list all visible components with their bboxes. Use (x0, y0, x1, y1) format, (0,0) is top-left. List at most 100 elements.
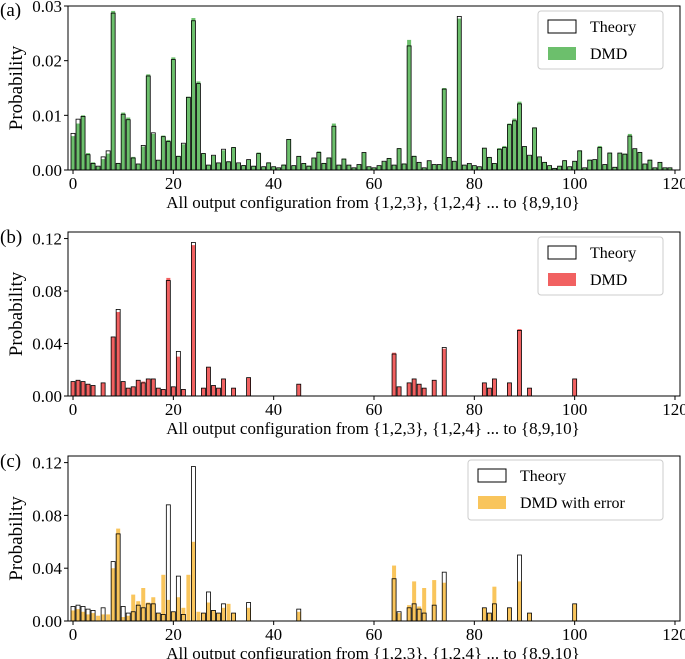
bar-15-filled (146, 602, 151, 621)
bar-83-filled (487, 388, 492, 396)
bar-82-filled (482, 382, 487, 396)
legend-label: DMD (590, 46, 627, 63)
bar-24-filled (191, 245, 196, 396)
bars-group (70, 466, 578, 622)
bar-6-filled (101, 614, 106, 621)
y-tick-label: 0.04 (32, 335, 62, 354)
bar-87-filled (507, 607, 512, 621)
bar-16-filled (151, 597, 156, 621)
x-axis-label: All output configuration from {1,2,3}, {… (166, 644, 579, 659)
bar-42-filled (281, 164, 286, 170)
legend-box (467, 459, 664, 521)
bar-84-filled (492, 378, 497, 396)
bar-79-filled (467, 163, 472, 170)
bar-91-filled (527, 155, 532, 170)
legend-swatch-theory (477, 468, 507, 483)
legend-label: DMD with error (520, 495, 626, 512)
chart-panel-b: 0 20 40 60 80 100 120 0.00 0.04 0.08 0.12 All outpu… (0, 227, 685, 438)
legend-label: Theory (520, 468, 566, 485)
bar-2-filled (81, 381, 86, 396)
bars-group (70, 242, 578, 397)
bar-16-filled (151, 133, 156, 170)
bar-67-filled (407, 605, 412, 621)
x-tick-label: 0 (69, 625, 78, 644)
bar-13-filled (136, 380, 141, 396)
bar-2-filled (81, 115, 86, 170)
bar-3-filled (86, 614, 91, 621)
bar-38-filled (261, 166, 266, 170)
bar-31-filled (226, 603, 231, 621)
bar-68-filled (412, 581, 417, 621)
bar-65-filled (397, 613, 402, 621)
bar-7-filled (106, 153, 111, 170)
x-tick-label: 20 (165, 625, 182, 644)
bar-35-filled (246, 159, 251, 170)
bar-35-filled (246, 377, 251, 396)
bar-52-filled (331, 123, 336, 170)
bar-74-filled (442, 348, 447, 396)
bar-15-filled (146, 378, 151, 396)
bar-72-filled (432, 580, 437, 621)
y-tick-label: 0.00 (32, 161, 62, 180)
bar-70-filled (422, 588, 427, 621)
bar-2-filled (81, 611, 86, 621)
bar-11-filled (126, 615, 131, 621)
bar-28-filled (211, 385, 216, 396)
x-tick-label: 80 (466, 625, 483, 644)
bar-19-filled (166, 599, 171, 621)
bar-47-filled (306, 165, 311, 170)
bar-1-filled (76, 609, 81, 621)
bar-56-filled (351, 167, 356, 170)
bar-111-filled (627, 133, 632, 170)
y-tick-label: 0.04 (32, 559, 62, 578)
x-tick-label: 80 (466, 400, 483, 419)
bar-72-filled (432, 380, 437, 396)
bar-98-filled (562, 160, 567, 170)
bar-0-filled (71, 381, 76, 396)
bar-21-filled (176, 597, 181, 621)
bar-103-filled (587, 159, 592, 170)
panel-letter: (c) (0, 451, 21, 472)
bar-54-filled (341, 158, 346, 170)
y-tick-label: 0.02 (32, 52, 62, 71)
bar-77-filled (457, 18, 462, 170)
bar-59-filled (366, 166, 371, 170)
bar-27-filled (206, 602, 211, 621)
bar-17-filled (156, 160, 161, 170)
bar-108-filled (612, 167, 617, 170)
bar-27-filled (206, 165, 211, 170)
bar-22-filled (181, 144, 186, 170)
bar-32-filled (231, 613, 236, 621)
bar-80-filled (472, 165, 477, 170)
bar-67-filled (407, 39, 412, 170)
x-axis-label: All output configuration from {1,2,3}, {… (166, 419, 579, 438)
x-tick-label: 40 (265, 625, 282, 644)
bar-6-filled (101, 382, 106, 396)
bar-14-filled (141, 588, 146, 621)
x-axis-label: All output configuration from {1,2,3}, {… (166, 193, 579, 212)
x-tick-label: 60 (366, 174, 383, 193)
bar-109-filled (617, 153, 622, 170)
bar-60-filled (371, 167, 377, 170)
bar-94-filled (542, 162, 547, 170)
bar-17-filled (156, 388, 161, 396)
bar-70-filled (422, 167, 427, 170)
bar-33-filled (236, 163, 241, 170)
y-axis-label: Probability (6, 271, 27, 356)
bar-114-filled (642, 163, 647, 170)
legend-label: Theory (590, 245, 636, 262)
bar-69-filled (417, 606, 422, 621)
bar-102-filled (582, 167, 587, 170)
bar-13-filled (136, 163, 141, 170)
x-tick-label: 100 (562, 174, 588, 193)
bar-20-filled (171, 386, 176, 396)
bar-117-filled (657, 162, 662, 170)
bar-32-filled (231, 388, 236, 396)
bar-5-filled (96, 166, 101, 170)
bar-50-filled (321, 162, 326, 170)
bar-11-filled (126, 117, 131, 170)
x-tick-label: 120 (662, 400, 685, 419)
bar-57-filled (356, 164, 361, 170)
bar-7-filled (106, 614, 111, 621)
